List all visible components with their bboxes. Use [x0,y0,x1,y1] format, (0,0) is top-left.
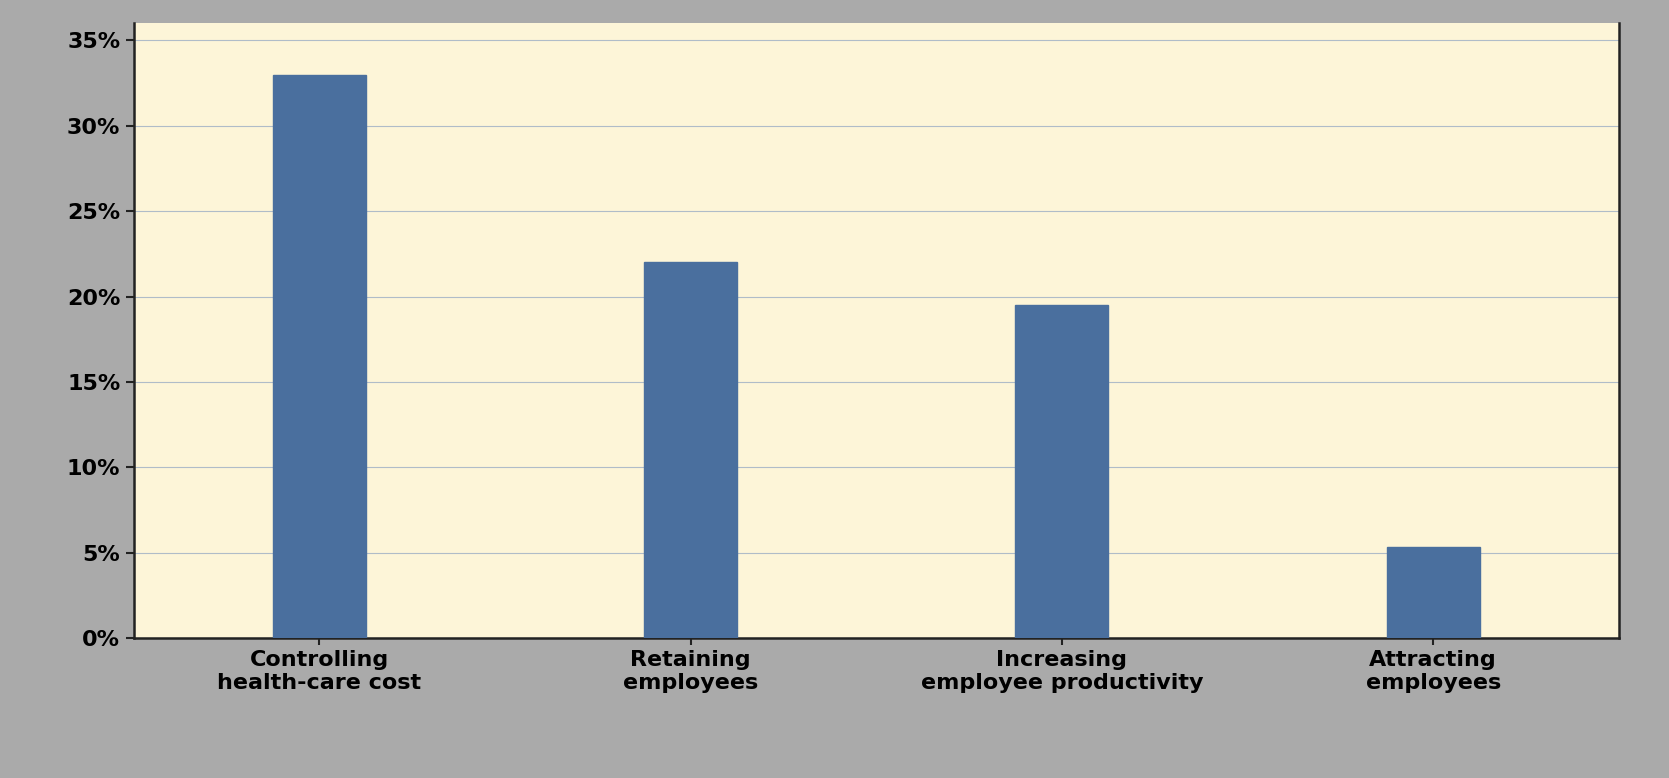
Bar [272,75,366,638]
Bar [1015,305,1108,638]
Bar [1387,548,1480,638]
Bar [644,262,738,638]
